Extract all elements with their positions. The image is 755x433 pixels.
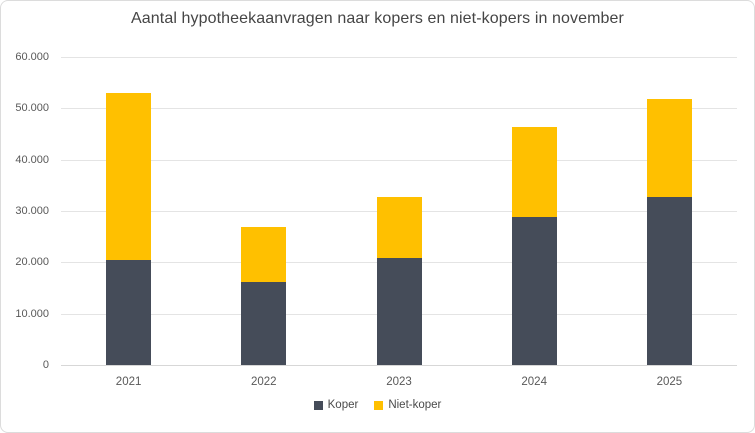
legend-item-koper: Koper xyxy=(313,399,359,411)
x-axis-tick-label: 2023 xyxy=(386,376,412,388)
x-axis-tick-label: 2024 xyxy=(521,376,547,388)
legend-item-niet-koper: Niet-koper xyxy=(374,399,441,411)
bar-segment-koper-2022 xyxy=(241,281,287,365)
x-axis-tick-label: 2021 xyxy=(115,376,142,388)
gridline xyxy=(61,57,737,58)
bar-segment-koper-2023 xyxy=(376,257,422,365)
x-axis-line xyxy=(61,365,737,366)
y-axis-tick-label: 10.000 xyxy=(15,307,49,320)
bar-segment-niet-koper-2025 xyxy=(646,99,692,198)
legend-label-niet-koper: Niet-koper xyxy=(388,399,442,411)
gridline xyxy=(61,108,737,110)
bar-segment-niet-koper-2024 xyxy=(511,127,557,218)
bar-segment-niet-koper-2023 xyxy=(376,196,422,258)
bar-segment-koper-2024 xyxy=(511,217,557,365)
y-axis-tick-label: 60.000 xyxy=(15,51,49,63)
y-axis-tick-label: 20.000 xyxy=(15,256,49,269)
y-axis-tick-label: 0 xyxy=(42,359,49,371)
legend-swatch-niet-koper xyxy=(374,400,384,410)
bar-segment-niet-koper-2021 xyxy=(106,92,152,260)
legend-label-koper: Koper xyxy=(327,399,359,411)
legend-swatch-koper xyxy=(313,400,323,410)
bar-segment-koper-2025 xyxy=(646,197,692,365)
gridline xyxy=(61,159,737,161)
chart-title: Aantal hypotheekaanvragen naar kopers en… xyxy=(131,10,624,27)
x-axis-tick-label: 2025 xyxy=(656,376,683,388)
x-axis-tick-label: 2022 xyxy=(251,376,277,388)
y-axis-tick-label: 50.000 xyxy=(15,102,49,115)
y-axis-tick-label: 40.000 xyxy=(15,153,49,166)
bar-segment-niet-koper-2022 xyxy=(241,227,287,282)
legend: Koper Niet-koper xyxy=(1,399,754,411)
y-axis-tick-label: 30.000 xyxy=(15,205,49,217)
bar-segment-koper-2021 xyxy=(106,259,152,365)
